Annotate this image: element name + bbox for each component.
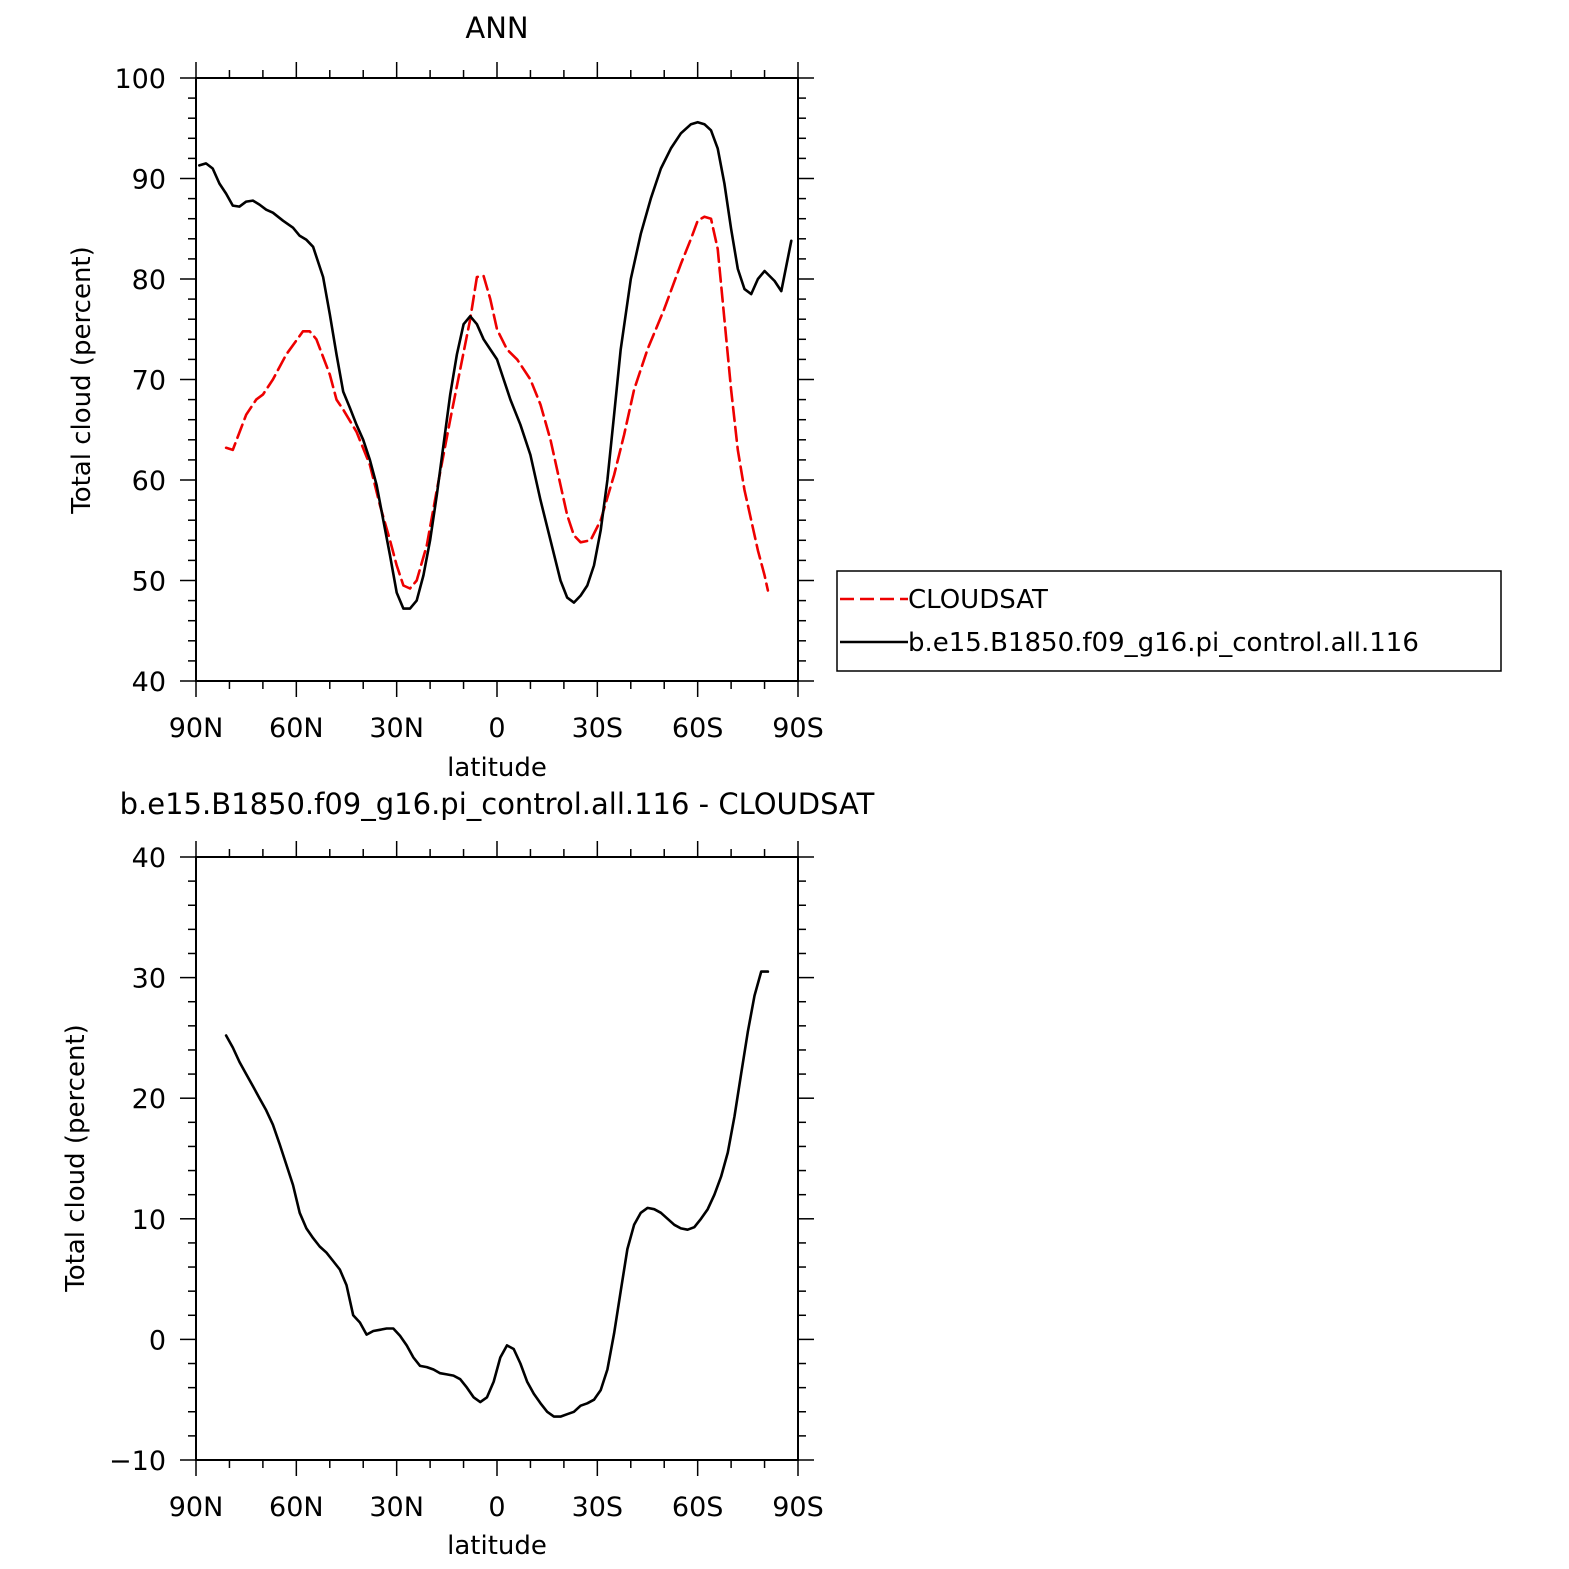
bottom-y-axis-label: Total cloud (percent) — [61, 1024, 91, 1293]
x-tick-label: 90N — [169, 713, 224, 744]
y-tick-label: 40 — [132, 843, 166, 874]
series-line-model — [198, 120, 793, 610]
x-tick-label: 90S — [772, 713, 824, 744]
bottom-plot-area: −10 0 10 20 30 40 90N 60N 30N 0 30S 60S 90S — [109, 841, 824, 1523]
bottom-x-axis-label: latitude — [447, 1531, 547, 1561]
y-tick-label: 40 — [132, 667, 166, 698]
x-tick-label: 60N — [269, 713, 324, 744]
y-tick-label: 90 — [132, 165, 166, 196]
top-panel: ANN 40 50 60 70 80 90 100 90N 60N 30N 0 30S 60S 90S l… — [67, 11, 1502, 783]
top-chart-title: ANN — [465, 11, 528, 45]
x-tick-label: 60S — [672, 1492, 724, 1523]
y-tick-label: 70 — [132, 366, 166, 397]
y-tick-label: 10 — [132, 1205, 166, 1236]
legend-label-cloudsat: CLOUDSAT — [908, 585, 1048, 615]
y-tick-label: 20 — [132, 1084, 166, 1115]
x-tick-label: 90S — [772, 1492, 824, 1523]
y-tick-label: 50 — [132, 567, 166, 598]
x-tick-label: 0 — [488, 713, 505, 744]
y-tick-label: 60 — [132, 466, 166, 497]
x-tick-label: 60N — [269, 1492, 324, 1523]
y-tick-label: −10 — [109, 1446, 166, 1477]
x-tick-label: 30N — [369, 713, 424, 744]
series-line-difference — [224, 970, 770, 1418]
x-tick-label: 0 — [488, 1492, 505, 1523]
series-line-cloudsat — [224, 215, 770, 592]
y-tick-label: 30 — [132, 964, 166, 995]
legend-label-model: b.e15.B1850.f09_g16.pi_control.all.116 — [908, 628, 1419, 658]
top-y-axis-label: Total cloud (percent) — [67, 246, 97, 515]
y-tick-label: 80 — [132, 265, 166, 296]
x-tick-label: 60S — [672, 713, 724, 744]
y-tick-label: 100 — [114, 64, 166, 95]
x-tick-label: 30S — [572, 1492, 624, 1523]
legend-box — [836, 570, 1502, 672]
top-x-axis-label: latitude — [447, 753, 547, 783]
y-tick-label: 0 — [149, 1325, 166, 1356]
x-tick-label: 30N — [369, 1492, 424, 1523]
x-tick-label: 30S — [572, 713, 624, 744]
bottom-panel: b.e15.B1850.f09_g16.pi_control.all.116 -… — [61, 787, 875, 1561]
bottom-chart-title: b.e15.B1850.f09_g16.pi_control.all.116 -… — [120, 787, 875, 821]
x-tick-label: 90N — [169, 1492, 224, 1523]
top-plot-area: 40 50 60 70 80 90 100 90N 60N 30N 0 30S 60S 90S — [114, 62, 824, 744]
legend: CLOUDSAT b.e15.B1850.f09_g16.pi_control.… — [836, 570, 1502, 672]
plot-frame — [195, 77, 799, 682]
